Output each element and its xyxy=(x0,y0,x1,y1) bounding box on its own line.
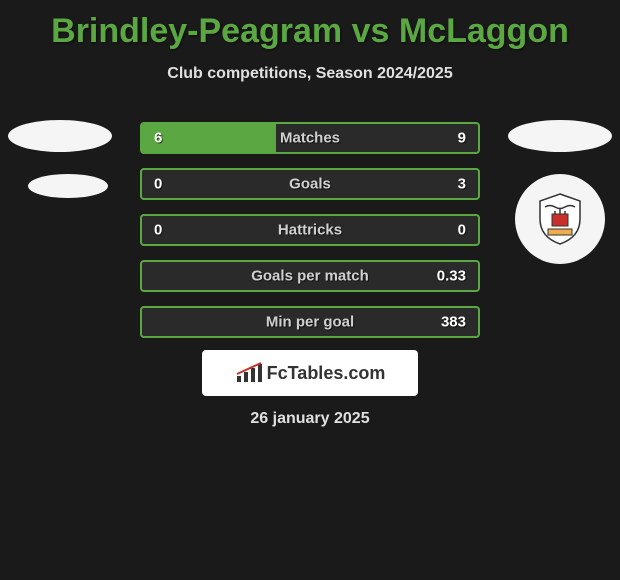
team-logo-placeholder xyxy=(28,174,108,198)
chart-icon xyxy=(235,362,263,384)
stat-row: 0 Hattricks 0 xyxy=(140,214,480,246)
stat-value-left: 0 xyxy=(154,176,162,193)
stat-row: Min per goal 383 xyxy=(140,306,480,338)
player2-name: McLaggon xyxy=(399,12,569,50)
stat-value-right: 3 xyxy=(458,176,466,193)
stat-row: 0 Goals 3 xyxy=(140,168,480,200)
stat-value-right: 0.33 xyxy=(437,268,466,285)
vs-text: vs xyxy=(352,12,390,50)
subtitle: Club competitions, Season 2024/2025 xyxy=(0,65,620,83)
branding-badge: FcTables.com xyxy=(202,350,418,396)
stat-value-right: 383 xyxy=(441,314,466,331)
stat-value-left: 0 xyxy=(154,222,162,239)
right-team-logos xyxy=(508,120,612,264)
branding-text: FcTables.com xyxy=(267,363,386,384)
stat-value-left: 6 xyxy=(154,130,162,147)
stat-label: Hattricks xyxy=(278,222,342,239)
comparison-title: Brindley-Peagram vs McLaggon xyxy=(0,0,620,51)
stat-label: Matches xyxy=(280,130,340,147)
stat-label: Min per goal xyxy=(266,314,354,331)
stat-row: Goals per match 0.33 xyxy=(140,260,480,292)
team-logo-placeholder xyxy=(8,120,112,152)
stat-value-right: 9 xyxy=(458,130,466,147)
left-team-logos xyxy=(8,120,112,198)
date-text: 26 january 2025 xyxy=(250,410,369,428)
player1-name: Brindley-Peagram xyxy=(51,12,342,50)
team-crest xyxy=(515,174,605,264)
stat-label: Goals per match xyxy=(251,268,369,285)
stat-row: 6 Matches 9 xyxy=(140,122,480,154)
team-logo-placeholder xyxy=(508,120,612,152)
stat-label: Goals xyxy=(289,176,331,193)
stats-container: 6 Matches 9 0 Goals 3 0 Hattricks 0 Goals per mat… xyxy=(140,122,480,352)
stat-value-right: 0 xyxy=(458,222,466,239)
